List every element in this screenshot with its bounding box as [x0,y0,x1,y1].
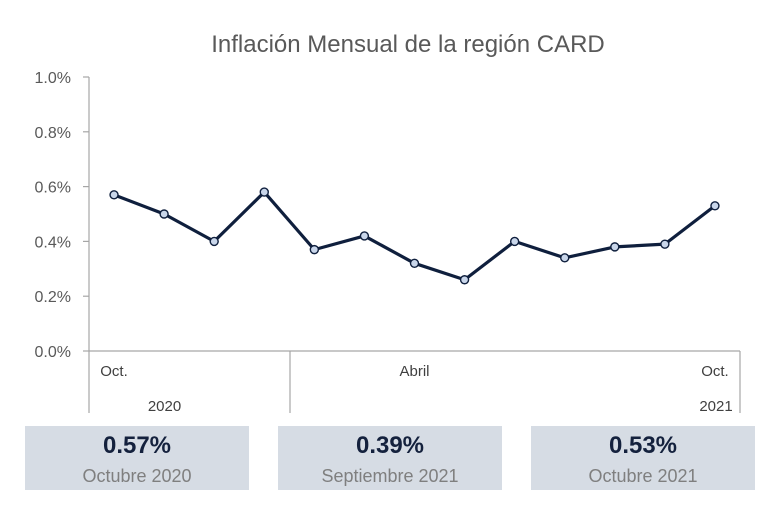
data-point [509,236,520,247]
y-tick-label: 1.0% [35,70,71,87]
y-tick-label: 0.8% [35,125,71,142]
y-tick-label: 0.4% [35,234,71,251]
line-chart: Inflación Mensual de la región CARD 0.0%… [35,31,741,415]
x-tick-label: Oct. [100,363,128,380]
data-point [409,258,420,269]
x-tick-label: Abril [399,363,429,380]
data-point [359,231,370,241]
kpi-label: Octubre 2020 [82,466,192,486]
y-tick-label: 0.0% [35,344,71,361]
kpi-value: 0.39% [355,432,425,459]
kpi-label: Septiembre 2021 [321,466,459,486]
kpi-label: Octubre 2021 [588,466,698,486]
kpi-card-october-2021: 0.53% Octubre 2021 [531,426,755,490]
kpi-value: 0.53% [608,432,678,459]
y-tick-label: 0.6% [35,180,71,197]
data-point [159,209,169,219]
data-point [309,244,320,255]
year-label: 2020 [148,398,181,415]
kpi-card-september-2021: 0.39% Septiembre 2021 [278,426,502,490]
data-point [259,187,269,197]
y-tick-label: 0.2% [35,289,71,306]
data-point [459,275,470,285]
axes: 0.0% 0.2% 0.4% 0.6% 0.8% 1.0% Oct. Abril Oct. 202… [35,70,741,415]
year-label: 2021 [699,398,732,415]
kpi-card-october-2020: 0.57% Octubre 2020 [25,426,249,490]
data-point [209,236,219,247]
chart-title: Inflación Mensual de la región CARD [211,31,605,58]
data-point [710,201,720,211]
data-point [660,239,670,249]
series-layer [109,187,720,285]
data-point [610,242,620,252]
kpi-value: 0.57% [102,432,172,459]
data-point [560,253,570,263]
x-tick-label: Oct. [701,363,729,380]
data-point [109,190,119,200]
